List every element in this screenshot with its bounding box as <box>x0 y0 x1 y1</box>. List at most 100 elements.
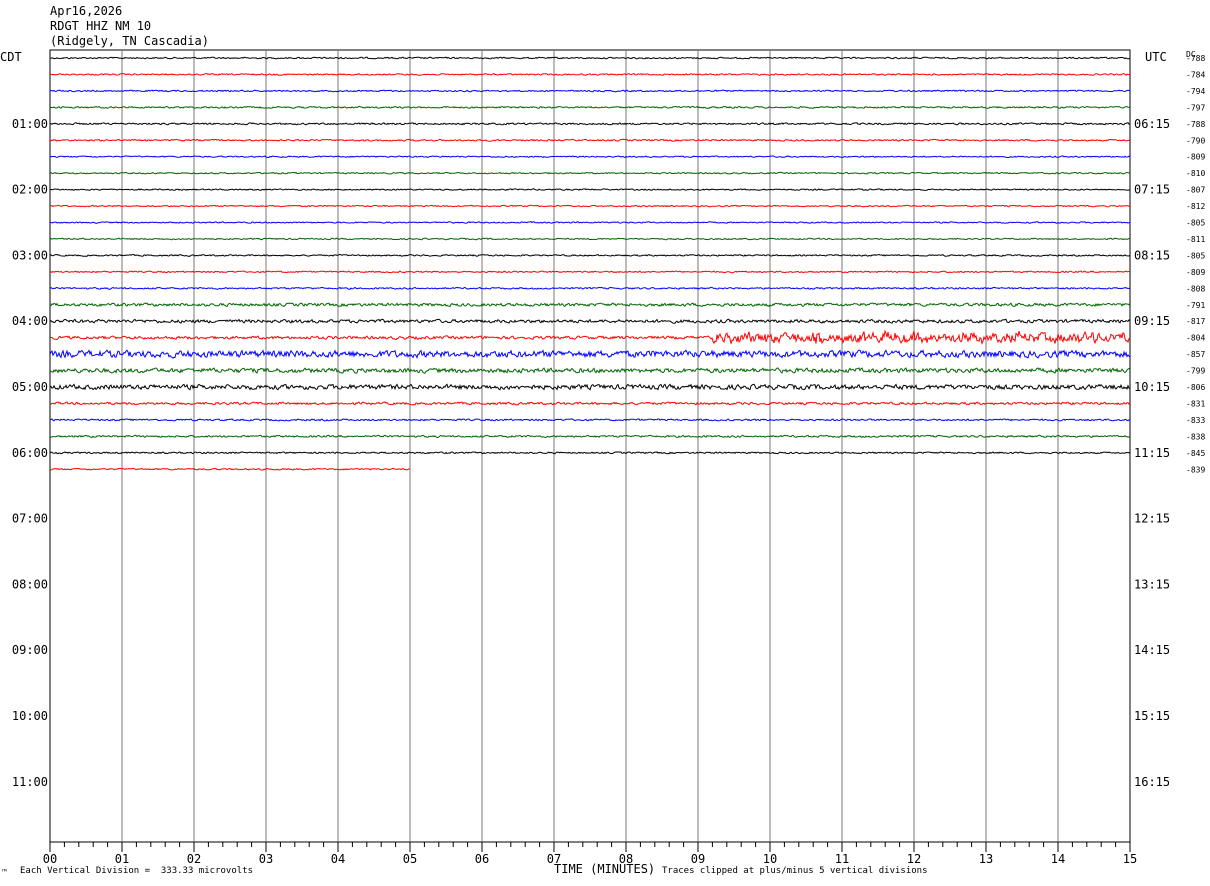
dc-offset-label: -839 <box>1186 465 1205 474</box>
seismic-trace <box>49 105 1131 109</box>
right-hour-label: 09:15 <box>1134 314 1170 328</box>
dc-offset-label: -810 <box>1186 169 1205 178</box>
dc-column-label: DC <box>1186 50 1196 59</box>
dc-offset-label: -812 <box>1186 202 1205 211</box>
dc-offset-label: -788 <box>1186 54 1205 63</box>
dc-offset-label: -838 <box>1186 432 1205 441</box>
dc-offset-label: -788 <box>1186 120 1205 129</box>
dc-offset-label: -817 <box>1186 317 1205 326</box>
seismic-trace <box>49 171 1131 175</box>
right-hour-label: 07:15 <box>1134 183 1170 197</box>
right-hour-label: 15:15 <box>1134 709 1170 723</box>
seismic-trace <box>49 204 1131 208</box>
dc-offset-label: -809 <box>1186 268 1205 277</box>
seismic-trace <box>49 367 1131 374</box>
left-hour-label: 10:00 <box>12 709 48 723</box>
x-tick-label: 12 <box>907 852 921 866</box>
seismic-trace <box>49 434 1131 439</box>
right-hour-label: 11:15 <box>1134 446 1170 460</box>
right-hour-label: 12:15 <box>1134 512 1170 526</box>
right-hour-label: 10:15 <box>1134 380 1170 394</box>
right-timezone-label: UTC <box>1145 50 1167 64</box>
seismic-trace <box>49 155 1131 159</box>
x-tick-label: 10 <box>763 852 777 866</box>
dc-offset-label: -797 <box>1186 103 1205 112</box>
x-tick-label: 11 <box>835 852 849 866</box>
dc-offset-label: -831 <box>1186 399 1205 408</box>
seismic-trace <box>49 122 1131 126</box>
left-hour-label: 08:00 <box>12 577 48 591</box>
seismic-trace <box>49 401 1131 406</box>
header-date: Apr16,2026 <box>50 4 123 18</box>
left-hour-label: 11:00 <box>12 775 48 789</box>
right-hour-label: 16:15 <box>1134 775 1170 789</box>
scale-note: Each Vertical Division = 333.33 microvol… <box>20 866 253 876</box>
x-tick-label: 01 <box>115 852 129 866</box>
left-hour-label: 07:00 <box>12 512 48 526</box>
right-hour-label: 06:15 <box>1134 117 1170 131</box>
seismic-trace <box>49 383 1131 391</box>
seismic-trace <box>49 329 1131 345</box>
left-hour-label: 09:00 <box>12 643 48 657</box>
dc-offset-label: -808 <box>1186 284 1205 293</box>
x-tick-label: 14 <box>1051 852 1065 866</box>
seismic-trace <box>49 318 1131 324</box>
x-tick-label: 07 <box>547 852 561 866</box>
x-tick-label: 15 <box>1123 852 1137 866</box>
dc-offset-label: -811 <box>1186 235 1205 244</box>
x-tick-label: 05 <box>403 852 417 866</box>
dc-offset-label: -809 <box>1186 153 1205 162</box>
seismic-trace <box>49 467 411 471</box>
right-hour-label: 08:15 <box>1134 248 1170 262</box>
x-tick-label: 08 <box>619 852 633 866</box>
seismic-trace <box>49 89 1131 93</box>
x-tick-label: 09 <box>691 852 705 866</box>
dc-offset-label: -791 <box>1186 301 1205 310</box>
x-tick-label: 13 <box>979 852 993 866</box>
seismic-trace <box>49 253 1131 257</box>
dc-offset-label: -807 <box>1186 186 1205 195</box>
seismic-trace <box>49 73 1131 76</box>
seismic-trace <box>49 451 1131 455</box>
header-location: (Ridgely, TN Cascadia) <box>50 34 209 48</box>
seismic-trace <box>49 302 1131 308</box>
dc-offset-label: -784 <box>1186 70 1205 79</box>
left-hour-label: 02:00 <box>12 183 48 197</box>
dc-offset-label: -794 <box>1186 87 1205 96</box>
dc-offset-label: -806 <box>1186 383 1205 392</box>
clip-note: Traces clipped at plus/minus 5 vertical … <box>662 866 928 876</box>
dc-offset-label: -799 <box>1186 367 1205 376</box>
left-hour-label: 04:00 <box>12 314 48 328</box>
corner-mark: ™ <box>2 868 7 877</box>
seismic-trace <box>50 221 1131 224</box>
plot-frame <box>49 49 1131 843</box>
x-tick-label: 00 <box>43 852 57 866</box>
x-tick-label: 06 <box>475 852 489 866</box>
seismic-trace <box>49 237 1131 241</box>
seismic-trace <box>49 138 1131 142</box>
right-hour-label: 13:15 <box>1134 577 1170 591</box>
x-axis-title: TIME (MINUTES) <box>554 862 656 876</box>
seismic-trace <box>49 286 1131 290</box>
seismic-trace <box>49 270 1131 274</box>
dc-offset-label: -804 <box>1186 334 1205 343</box>
dc-offset-label: -805 <box>1186 251 1205 260</box>
seismic-trace <box>49 56 1131 60</box>
left-hour-label: 05:00 <box>12 380 48 394</box>
x-tick-label: 04 <box>331 852 345 866</box>
dc-offset-label: -805 <box>1186 219 1205 228</box>
header-station: RDGT HHZ NM 10 <box>50 19 152 33</box>
seismic-trace <box>49 349 1131 359</box>
dc-offset-label: -833 <box>1186 416 1205 425</box>
seismic-trace <box>49 418 1131 422</box>
x-tick-label: 02 <box>187 852 201 866</box>
x-tick-label: 03 <box>259 852 273 866</box>
left-timezone-label: CDT <box>0 50 22 64</box>
dc-offset-label: -857 <box>1186 350 1205 359</box>
right-hour-label: 14:15 <box>1134 643 1170 657</box>
dc-offset-label: -790 <box>1186 136 1205 145</box>
dc-offset-label: -845 <box>1186 449 1205 458</box>
left-hour-label: 03:00 <box>12 248 48 262</box>
left-hour-label: 06:00 <box>12 446 48 460</box>
